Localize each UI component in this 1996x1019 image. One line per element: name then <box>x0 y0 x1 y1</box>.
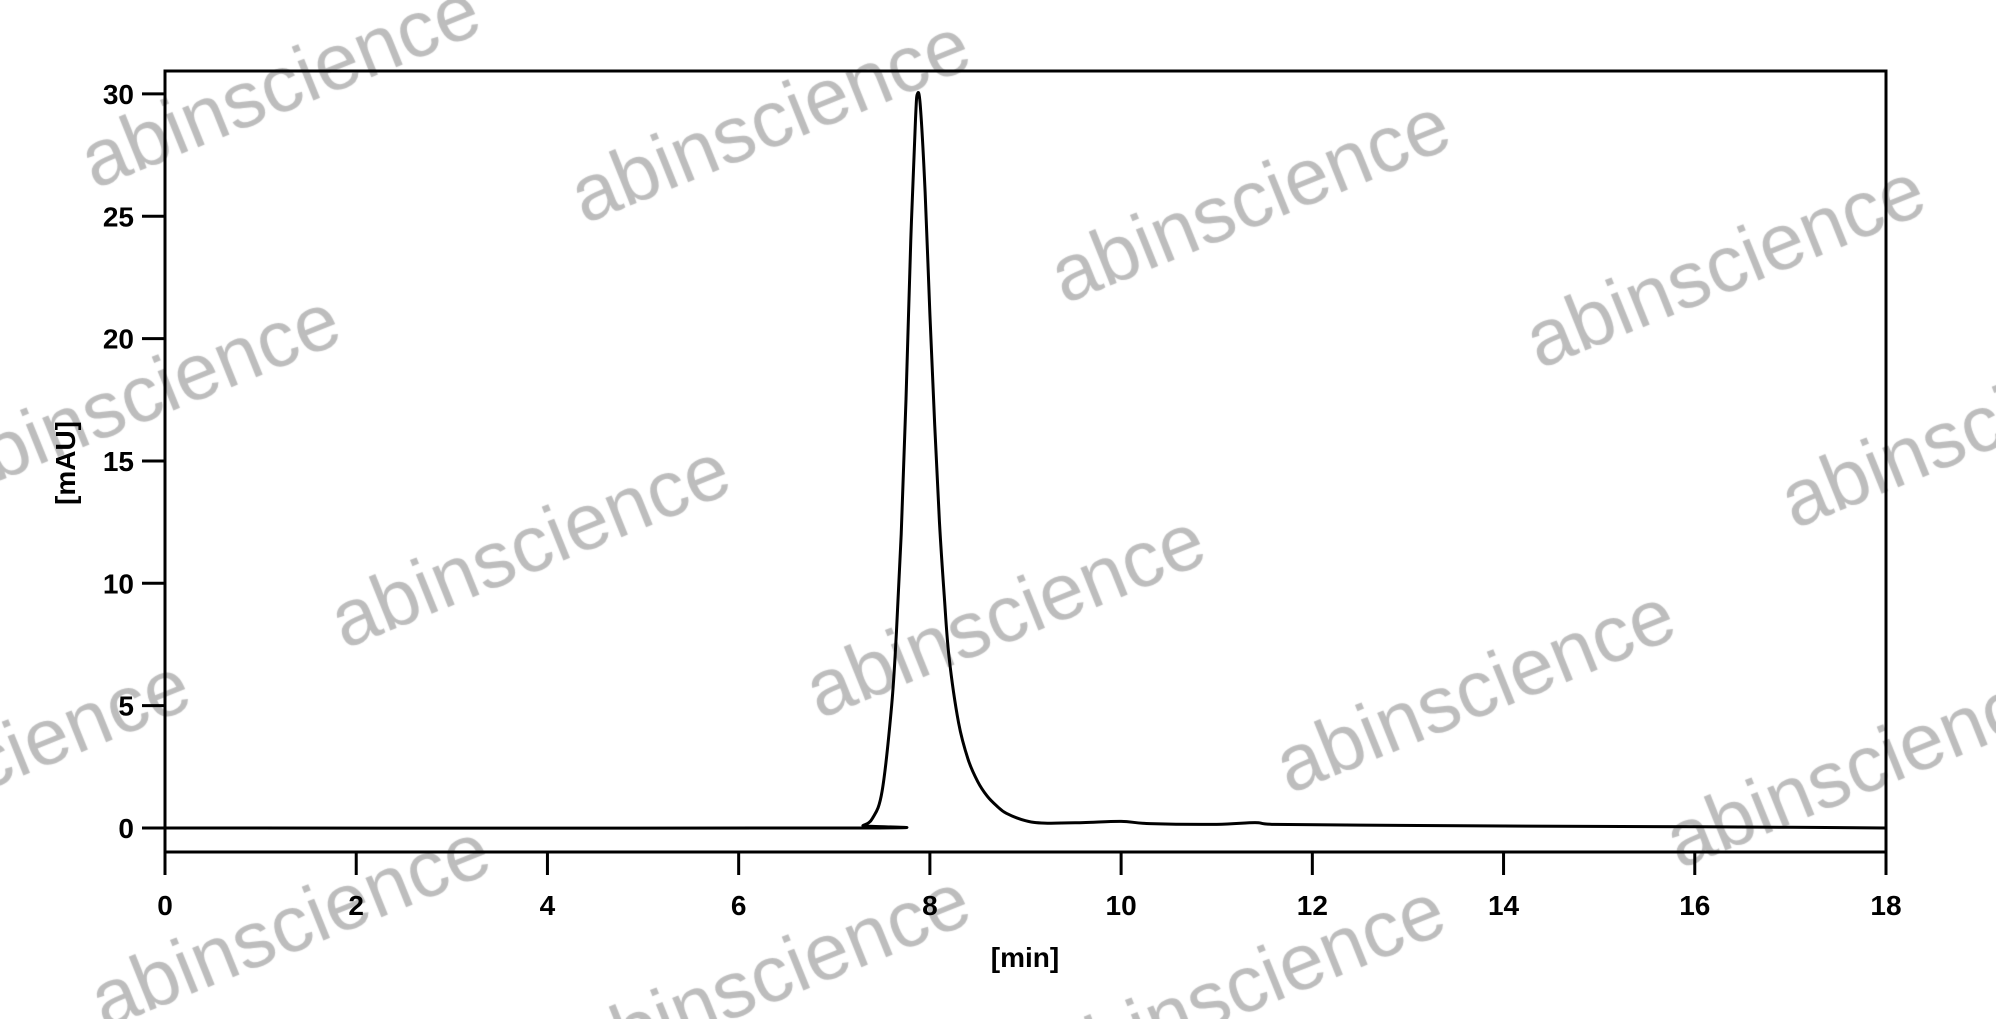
plot-frame <box>163 69 1888 854</box>
y-axis-label: [mAU] <box>50 421 81 505</box>
y-tick-label: 20 <box>103 324 134 355</box>
y-tick-label: 15 <box>103 446 134 477</box>
x-tick-label: 14 <box>1488 890 1520 921</box>
x-tick-label: 2 <box>348 890 364 921</box>
x-tick-label: 10 <box>1106 890 1137 921</box>
x-tick-label: 6 <box>731 890 747 921</box>
x-tick-label: 18 <box>1870 890 1901 921</box>
y-tick-label: 25 <box>103 201 134 232</box>
y-tick-label: 10 <box>103 568 134 599</box>
x-axis-label: [min] <box>991 942 1059 973</box>
x-tick-label: 16 <box>1679 890 1710 921</box>
y-tick-label: 5 <box>118 691 134 722</box>
y-tick-label: 30 <box>103 79 134 110</box>
y-tick-label: 0 <box>118 813 134 844</box>
x-tick-label: 4 <box>540 890 556 921</box>
axes-ticks: 0 2 4 6 8 10 12 14 16 18 0 5 10 15 20 25 30 <box>103 79 1902 921</box>
x-tick-label: 0 <box>157 890 173 921</box>
x-tick-label: 12 <box>1297 890 1328 921</box>
x-tick-label: 8 <box>922 890 938 921</box>
series-line <box>164 91 1887 830</box>
